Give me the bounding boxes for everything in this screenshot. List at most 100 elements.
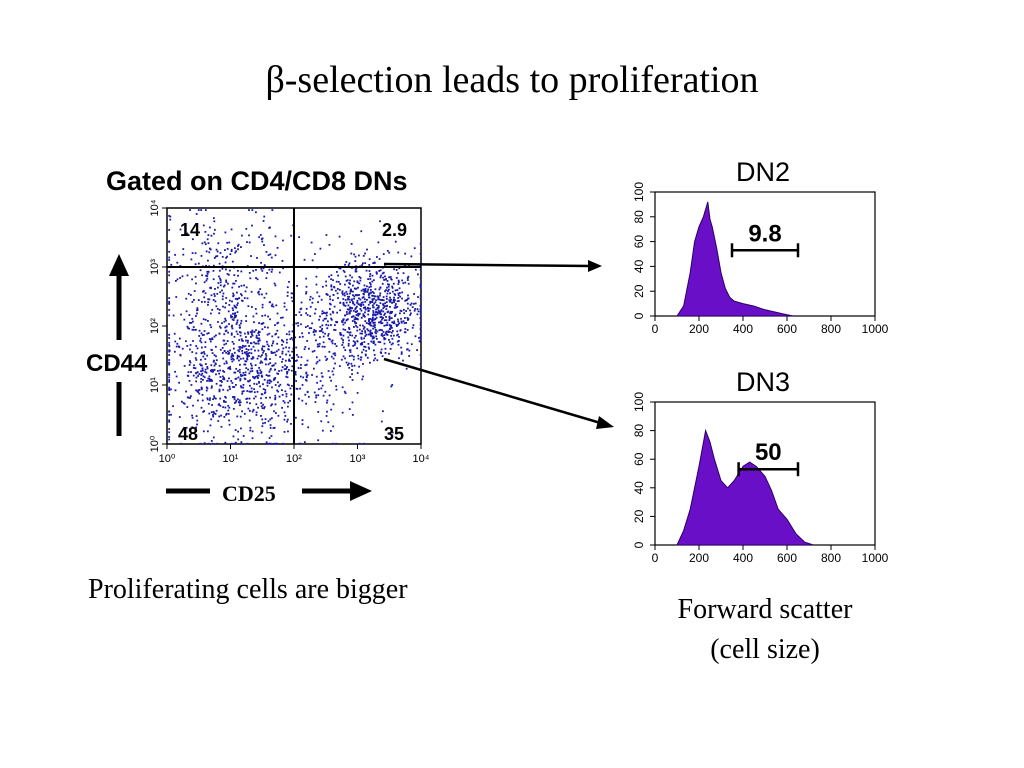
scatter-dot [263,392,266,395]
scatter-dot [223,399,225,402]
scatter-dot [216,308,219,310]
scatter-dot [190,384,193,386]
scatter-dot [212,264,215,267]
scatter-dot [377,306,380,309]
scatter-dot [191,414,193,417]
scatter-dot [298,311,301,314]
scatter-dot [364,308,367,310]
scatter-dot [210,294,213,297]
scatter-dot [243,412,246,415]
scatter-dot [200,346,203,349]
scatter-dot [261,240,264,243]
scatter-dot [204,358,207,360]
scatter-dot [266,326,269,329]
scatter-dot [278,271,281,274]
scatter-dot [309,305,312,308]
scatter-dot [196,307,199,310]
scatter-dot [213,295,216,297]
scatter-dot [214,397,217,400]
scatter-dot [353,303,356,306]
scatter-dot [206,238,209,241]
scatter-dot [377,305,380,307]
scatter-dot [371,301,374,303]
scatter-dot [265,340,268,343]
scatter-dot [260,374,263,377]
scatter-dot [209,424,212,427]
scatter-dot [384,351,387,354]
scatter-dot [202,378,204,381]
scatter-dot [239,371,241,374]
scatter-dot [294,336,296,339]
scatter-dot [225,281,228,283]
scatter-dot [374,288,377,291]
scatter-dot [319,315,321,318]
scatter-dot [374,357,377,360]
scatter-dot [215,305,218,308]
scatter-dot [369,288,372,291]
scatter-dot [361,332,363,335]
scatter-dot [349,331,352,334]
scatter-dot [305,277,308,280]
scatter-dot [261,354,263,357]
scatter-dot [342,323,345,326]
scatter-dot [246,354,249,357]
scatter-dot [227,413,230,415]
scatter-dot [331,370,334,373]
scatter-dot [419,310,422,313]
scatter-dot [191,238,194,241]
scatter-dot [300,314,303,316]
scatter-dot [250,348,253,351]
scatter-dot [364,311,366,314]
scatter-dot [354,310,357,313]
scatter-dot [198,389,201,391]
scatter-dot [219,284,222,287]
scatter-dot [258,381,260,383]
scatter-dot [248,241,251,244]
scatter-dot [225,319,227,322]
scatter-dot [205,279,208,282]
histogram-y-tick-label: 60 [632,235,646,249]
scatter-dot [264,391,267,394]
scatter-dot [225,351,227,354]
scatter-dot [406,342,409,345]
scatter-dot [273,410,275,413]
scatter-dot [351,334,354,337]
scatter-dot [379,316,382,319]
scatter-dot [241,299,243,302]
scatter-dot [268,379,271,382]
scatter-dot [203,351,205,353]
scatter-dot [226,241,229,244]
scatter-dot [258,337,261,340]
scatter-dot [194,357,197,360]
histogram-x-tick-label: 1000 [862,322,889,336]
scatter-dot [348,308,350,311]
scatter-dot [238,324,241,327]
scatter-dot [246,265,249,267]
scatter-dot [230,332,233,335]
scatter-dot [231,324,233,327]
scatter-dot [228,423,231,426]
scatter-dot [408,264,411,267]
scatter-dot [321,384,324,387]
scatter-dot [240,284,243,287]
scatter-dot [206,272,209,275]
scatter-dot [369,283,372,286]
scatter-dot [257,330,260,333]
scatter-dot [248,345,251,347]
scatter-dot [248,409,251,412]
scatter-dot [406,329,409,331]
scatter-dot [407,307,409,310]
scatter-dot [338,267,341,270]
scatter-dot [269,396,271,399]
scatter-dot [398,287,401,290]
scatter-dot [236,357,239,360]
scatter-dot [381,298,383,301]
scatter-dot [224,306,227,309]
scatter-dot [354,260,357,262]
scatter-dot [231,315,234,318]
scatter-dot [221,375,224,378]
scatter-dot [361,264,363,266]
scatter-dot [244,371,247,374]
scatter-dot [316,291,319,294]
